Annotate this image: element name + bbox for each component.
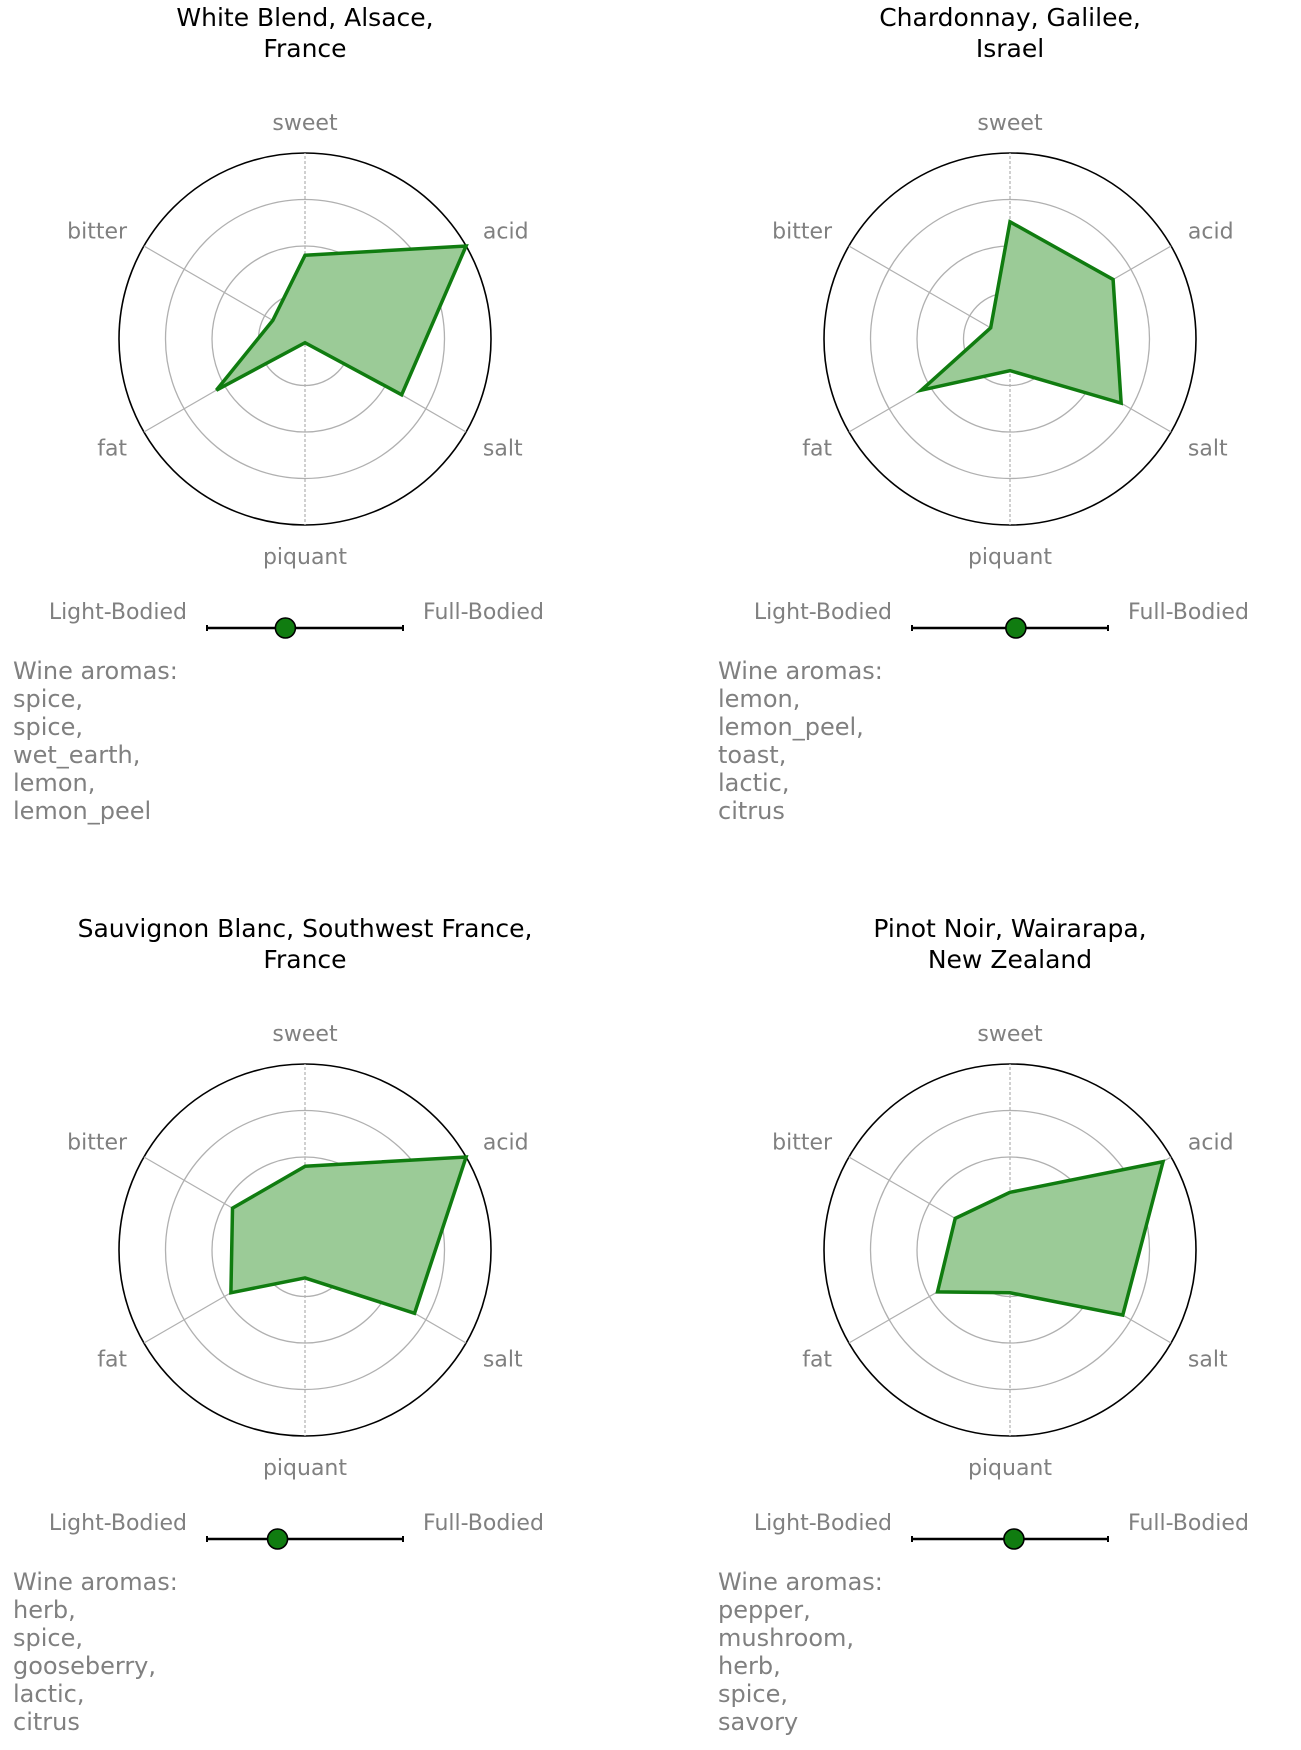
chart-title-line: Chardonnay, Galilee, [879,3,1141,32]
axis-label-piquant: piquant [968,1456,1052,1481]
axis-label-piquant: piquant [263,1456,347,1481]
radar-series-area [921,222,1121,403]
aroma-item: mushroom, [718,1624,854,1652]
radar-panel-2: Chardonnay, Galilee,Israel sweet acid salt p… [718,3,1249,825]
aroma-item: herb, [718,1652,781,1680]
aroma-item: pepper, [718,1596,811,1624]
chart-title: White Blend, Alsace,France [176,3,433,63]
axis-label-salt: salt [1188,1348,1228,1373]
aroma-item: spice, [13,685,83,713]
axis-label-acid: acid [483,1131,529,1156]
body-marker [268,1529,288,1549]
body-left-label: Light-Bodied [49,600,187,625]
chart-title: Sauvignon Blanc, Southwest France,France [78,914,533,974]
radar-series-area [231,1157,466,1313]
aroma-item: citrus [13,1708,80,1736]
axis-label-acid: acid [1188,1131,1234,1156]
axis-label-piquant: piquant [968,545,1052,570]
axis-label-sweet: sweet [272,1022,338,1047]
aroma-item: wet_earth, [13,741,140,769]
aroma-item: lactic, [718,769,789,797]
chart-title-line: New Zealand [928,945,1092,974]
aromas-title: Wine aromas: [718,657,883,685]
radar-series-area [938,1162,1164,1315]
aroma-item: lemon, [718,685,800,713]
aroma-item: spice, [718,1680,788,1708]
chart-title-line: France [263,34,346,63]
aroma-item: lemon_peel [13,797,151,825]
radar-spoke-bitter [849,246,1010,339]
chart-title-line: Pinot Noir, Wairarapa, [873,914,1146,943]
body-left-label: Light-Bodied [754,600,892,625]
axis-label-acid: acid [1188,220,1234,245]
axis-label-fat: fat [97,437,127,462]
aroma-item: lemon, [13,769,95,797]
aromas-title: Wine aromas: [13,657,178,685]
radar-panel-1: White Blend, Alsace,France sweet acid salt p… [13,3,544,825]
aroma-item: herb, [13,1596,76,1624]
aroma-item: citrus [718,797,785,825]
aroma-item: savory [718,1708,798,1736]
axis-label-sweet: sweet [272,111,338,136]
axis-label-salt: salt [1188,437,1228,462]
aromas-title: Wine aromas: [718,1568,883,1596]
body-right-label: Full-Bodied [1128,600,1249,625]
radar-panel-4: Pinot Noir, Wairarapa,New Zealand sweet ac… [718,914,1249,1736]
aroma-item: spice, [13,713,83,741]
body-left-label: Light-Bodied [49,1511,187,1536]
axis-label-bitter: bitter [67,1131,128,1156]
radar-series-area [216,246,466,395]
aroma-item: lactic, [13,1680,84,1708]
body-marker [1004,1529,1024,1549]
axis-label-salt: salt [483,437,523,462]
body-right-label: Full-Bodied [423,1511,544,1536]
axis-label-bitter: bitter [67,220,128,245]
aroma-item: gooseberry, [13,1652,156,1680]
chart-title-line: France [263,945,346,974]
axis-label-acid: acid [483,220,529,245]
axis-label-piquant: piquant [263,545,347,570]
axis-label-bitter: bitter [772,1131,833,1156]
axis-label-sweet: sweet [977,111,1043,136]
chart-title: Pinot Noir, Wairarapa,New Zealand [873,914,1146,974]
aromas-title: Wine aromas: [13,1568,178,1596]
body-left-label: Light-Bodied [754,1511,892,1536]
chart-title-line: Israel [976,34,1044,63]
axis-label-fat: fat [802,1348,832,1373]
radar-panel-3: Sauvignon Blanc, Southwest France,France… [13,914,544,1736]
chart-title-line: White Blend, Alsace, [176,3,433,32]
chart-title-line: Sauvignon Blanc, Southwest France, [78,914,533,943]
aroma-item: spice, [13,1624,83,1652]
body-right-label: Full-Bodied [1128,1511,1249,1536]
axis-label-fat: fat [97,1348,127,1373]
axis-label-bitter: bitter [772,220,833,245]
body-marker [275,618,295,638]
aroma-item: toast, [718,741,786,769]
axis-label-sweet: sweet [977,1022,1043,1047]
axis-label-salt: salt [483,1348,523,1373]
body-marker [1006,618,1026,638]
chart-title: Chardonnay, Galilee,Israel [879,3,1141,63]
aroma-item: lemon_peel, [718,713,864,741]
axis-label-fat: fat [802,437,832,462]
body-right-label: Full-Bodied [423,600,544,625]
